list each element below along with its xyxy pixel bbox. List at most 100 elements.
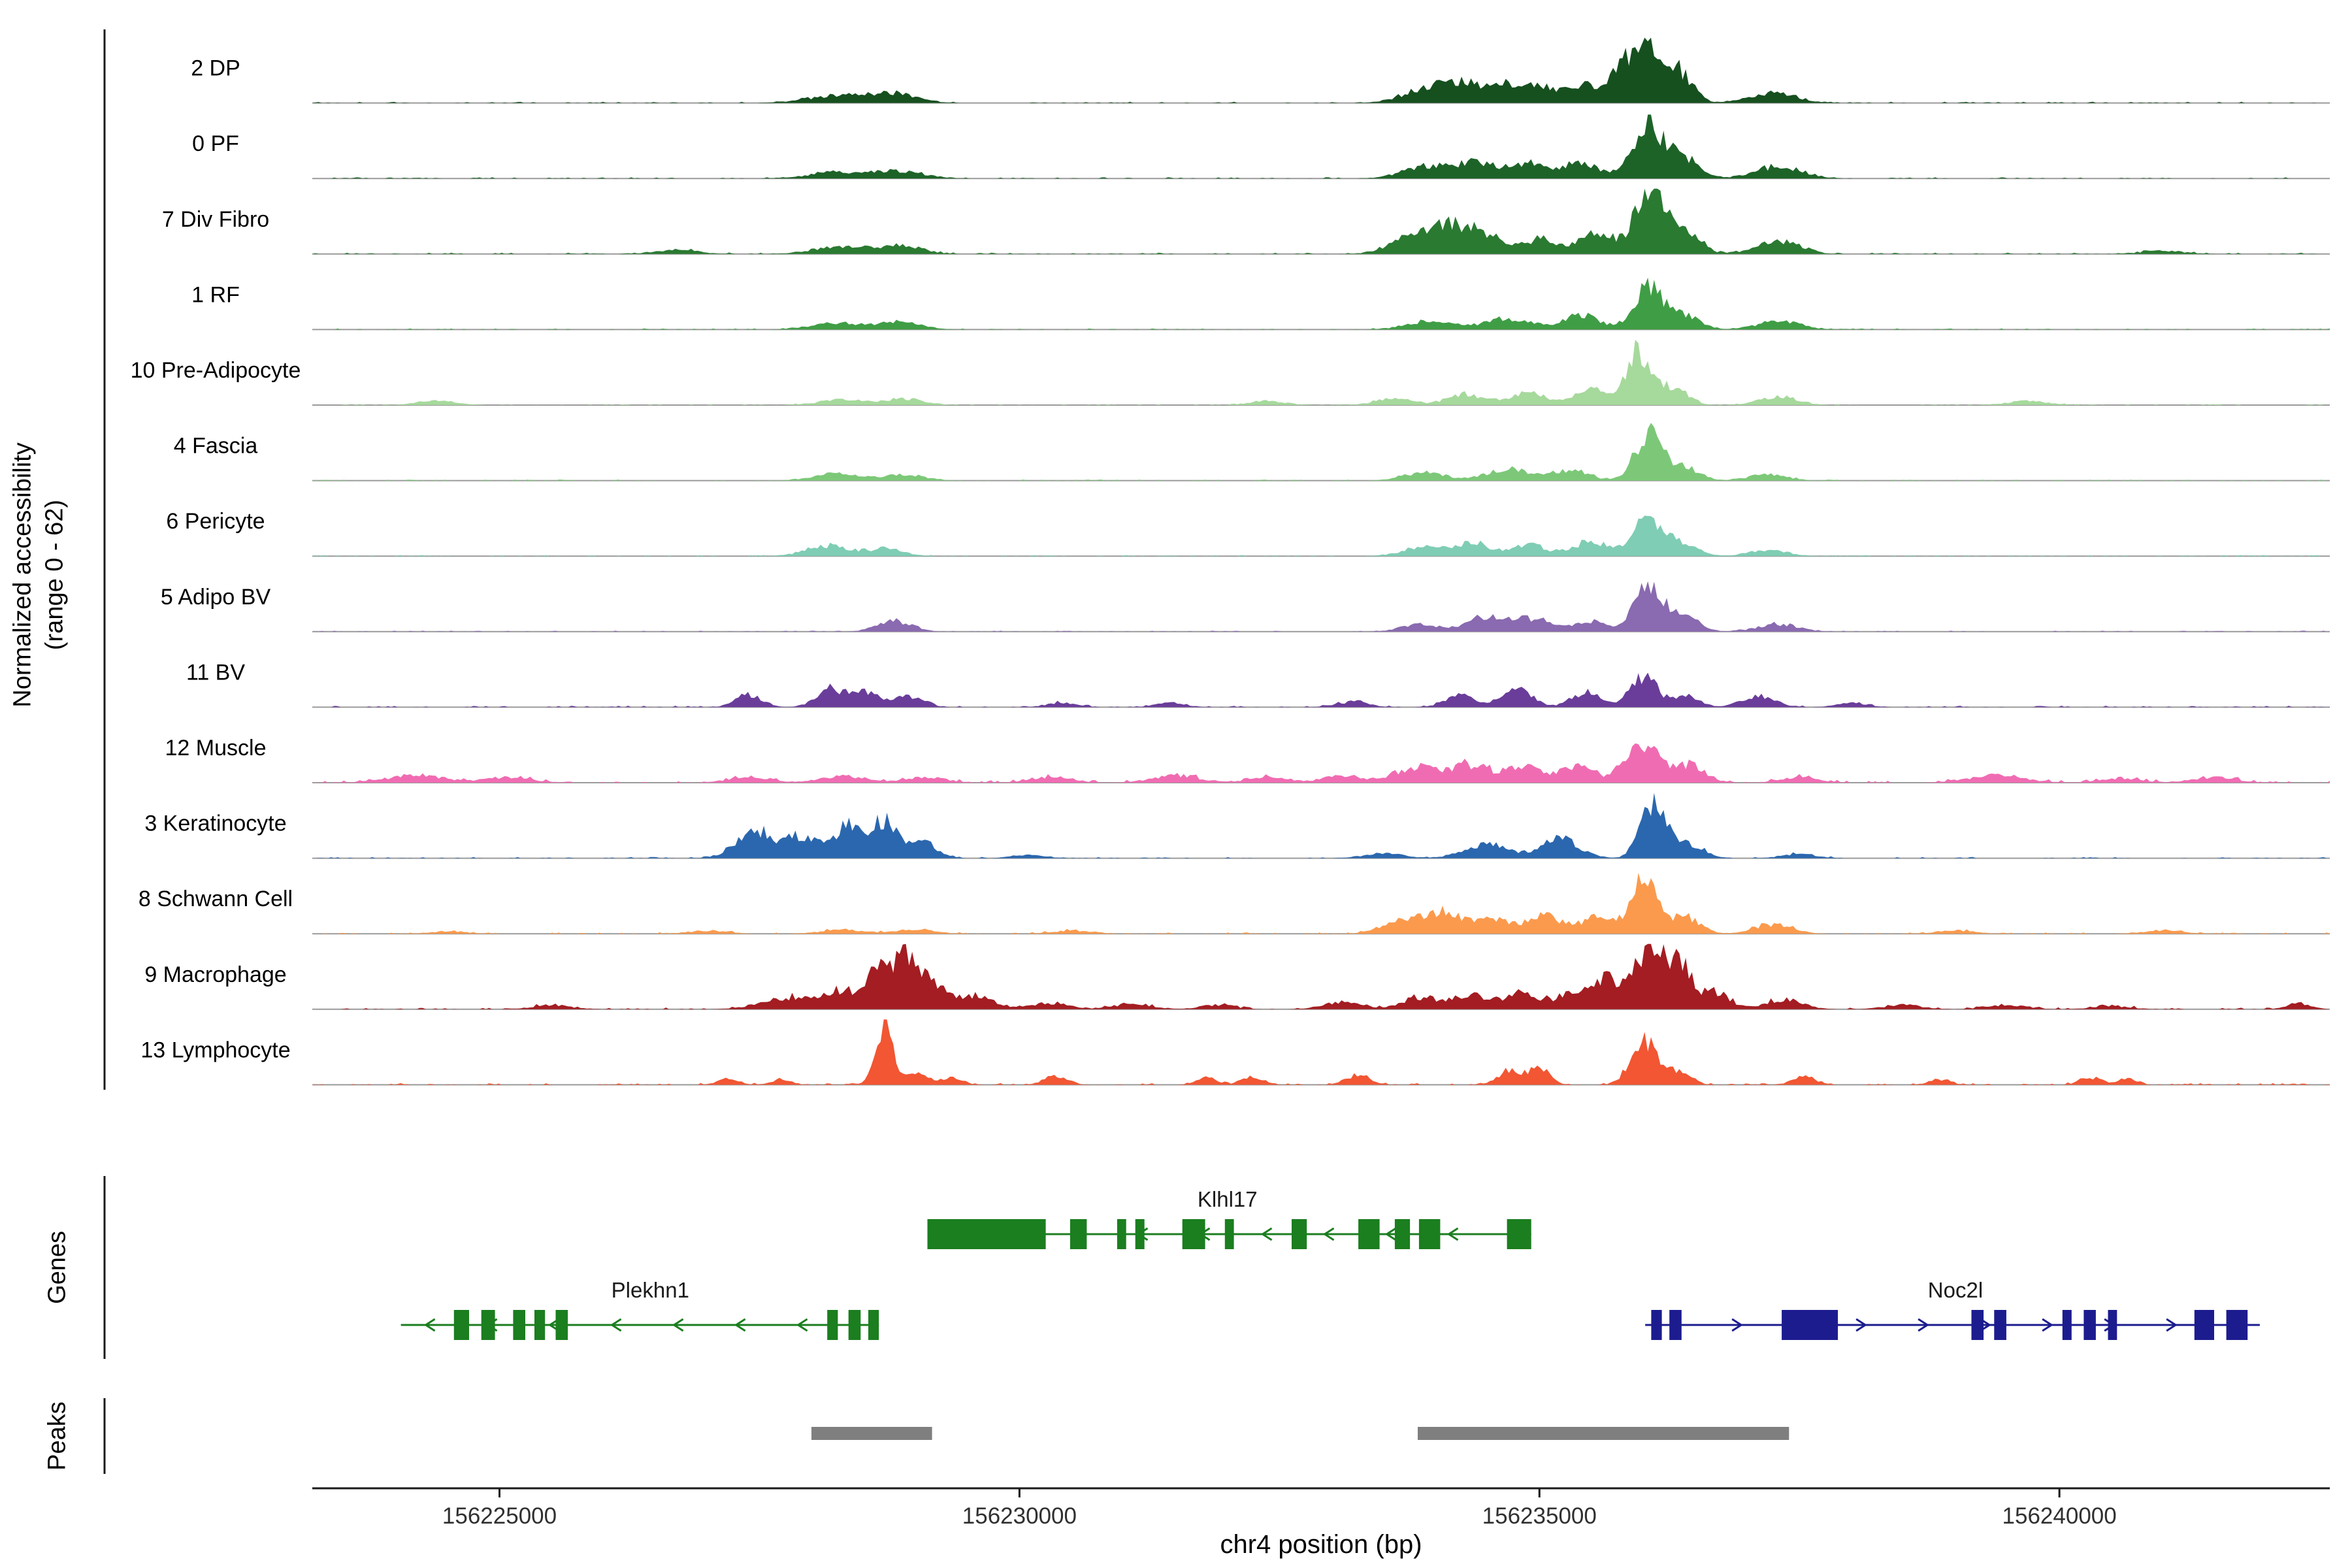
signal-area bbox=[312, 943, 2330, 1009]
signal-area bbox=[312, 515, 2330, 557]
track-label: 2 DP bbox=[191, 56, 240, 81]
signal-area bbox=[312, 37, 2330, 103]
strand-arrow-icon bbox=[1855, 1318, 1867, 1332]
track-1-rf: 1 RF bbox=[191, 277, 2330, 331]
signal-area bbox=[312, 114, 2330, 179]
x-tick-label: 156240000 bbox=[2002, 1503, 2117, 1529]
track-7-div-fibro: 7 Div Fibro bbox=[162, 188, 2330, 255]
track-label: 10 Pre-Adipocyte bbox=[131, 358, 301, 383]
strand-arrow-icon bbox=[423, 1318, 436, 1332]
exon bbox=[2226, 1310, 2248, 1340]
track-0-pf: 0 PF bbox=[192, 114, 2330, 180]
peak-region bbox=[1418, 1427, 1789, 1440]
exon bbox=[1418, 1219, 1441, 1249]
exon bbox=[453, 1310, 469, 1340]
exon bbox=[1971, 1310, 1984, 1340]
signal-area bbox=[312, 188, 2330, 254]
x-tick-label: 156230000 bbox=[962, 1503, 1077, 1529]
track-label: 12 Muscle bbox=[165, 736, 267, 760]
signal-area bbox=[312, 792, 2330, 858]
exon bbox=[1358, 1219, 1380, 1249]
signal-area bbox=[312, 743, 2330, 783]
track-9-macrophage: 9 Macrophage bbox=[144, 943, 2330, 1010]
track-13-lymphocyte: 13 Lymphocyte bbox=[140, 1019, 2330, 1086]
track-5-adipo-bv: 5 Adipo BV bbox=[161, 581, 2330, 632]
gene-name-label: Plekhn1 bbox=[612, 1278, 689, 1302]
strand-arrow-icon bbox=[2042, 1318, 2053, 1332]
strand-arrow-icon bbox=[1731, 1318, 1743, 1332]
track-10-pre-adipocyte: 10 Pre-Adipocyte bbox=[131, 340, 2330, 406]
exon bbox=[1182, 1219, 1205, 1249]
exon bbox=[868, 1310, 879, 1340]
gene-name-label: Noc2l bbox=[1928, 1278, 1983, 1302]
strand-arrow-icon bbox=[610, 1318, 622, 1332]
exon bbox=[1117, 1219, 1126, 1249]
strand-arrow-icon bbox=[734, 1318, 746, 1332]
exon bbox=[927, 1219, 1046, 1249]
strand-arrow-icon bbox=[1918, 1318, 1929, 1332]
exon bbox=[827, 1310, 838, 1340]
x-axis-title: chr4 position (bp) bbox=[1220, 1530, 1422, 1559]
signal-area bbox=[312, 423, 2330, 481]
exon bbox=[2083, 1310, 2096, 1340]
track-label: 6 Pericyte bbox=[166, 509, 265, 534]
signal-area bbox=[312, 277, 2330, 330]
track-12-muscle: 12 Muscle bbox=[165, 736, 2330, 783]
gene-name-label: Klhl17 bbox=[1198, 1187, 1258, 1211]
track-2-dp: 2 DP bbox=[191, 37, 2330, 104]
strand-arrow-icon bbox=[1446, 1227, 1459, 1241]
signal-area bbox=[312, 1019, 2330, 1085]
strand-arrow-icon bbox=[2166, 1318, 2178, 1332]
exon bbox=[513, 1310, 525, 1340]
exon bbox=[1651, 1310, 1662, 1340]
track-label: 1 RF bbox=[191, 282, 240, 307]
exon bbox=[1394, 1219, 1411, 1249]
signal-area bbox=[312, 340, 2330, 405]
track-label: 5 Adipo BV bbox=[161, 585, 271, 610]
exon bbox=[848, 1310, 861, 1340]
exon bbox=[1135, 1219, 1145, 1249]
exon bbox=[2062, 1310, 2072, 1340]
track-label: 4 Fascia bbox=[174, 434, 258, 459]
exon bbox=[1994, 1310, 2006, 1340]
strand-arrow-icon bbox=[672, 1318, 684, 1332]
strand-arrow-icon bbox=[1260, 1227, 1273, 1241]
signal-area bbox=[312, 581, 2330, 632]
track-label: 13 Lymphocyte bbox=[140, 1037, 290, 1062]
track-label: 0 PF bbox=[192, 131, 239, 156]
exon bbox=[1507, 1219, 1531, 1249]
signal-area bbox=[312, 672, 2330, 708]
exon bbox=[1224, 1219, 1234, 1249]
gene-klhl17: Klhl17 bbox=[927, 1187, 1531, 1249]
track-11-bv: 11 BV bbox=[186, 660, 2330, 708]
track-3-keratinocyte: 3 Keratinocyte bbox=[144, 792, 2330, 859]
exon bbox=[2108, 1310, 2117, 1340]
exon bbox=[481, 1310, 495, 1340]
x-tick-label: 156235000 bbox=[1482, 1503, 1597, 1529]
track-label: 3 Keratinocyte bbox=[144, 811, 286, 836]
gene-plekhn1: Plekhn1 bbox=[400, 1278, 879, 1340]
exon bbox=[555, 1310, 568, 1340]
exon bbox=[2194, 1310, 2214, 1340]
track-label: 9 Macrophage bbox=[144, 962, 286, 987]
track-label: 7 Div Fibro bbox=[162, 207, 269, 232]
gene-noc2l: Noc2l bbox=[1645, 1278, 2260, 1340]
track-label: 8 Schwann Cell bbox=[139, 887, 293, 911]
track-4-fascia: 4 Fascia bbox=[174, 423, 2330, 482]
exon bbox=[1782, 1310, 1838, 1340]
exon bbox=[1070, 1219, 1087, 1249]
strand-arrow-icon bbox=[1322, 1227, 1335, 1241]
track-label: 11 BV bbox=[186, 660, 245, 685]
strand-arrow-icon bbox=[796, 1318, 808, 1332]
track-6-pericyte: 6 Pericyte bbox=[166, 509, 2330, 557]
exon bbox=[1669, 1310, 1682, 1340]
exon bbox=[534, 1310, 546, 1340]
peak-region bbox=[811, 1427, 932, 1440]
strand-arrow-icon bbox=[1384, 1227, 1397, 1241]
track-8-schwann-cell: 8 Schwann Cell bbox=[139, 872, 2330, 935]
exon bbox=[1292, 1219, 1307, 1249]
signal-area bbox=[312, 872, 2330, 934]
x-tick-label: 156225000 bbox=[442, 1503, 557, 1529]
